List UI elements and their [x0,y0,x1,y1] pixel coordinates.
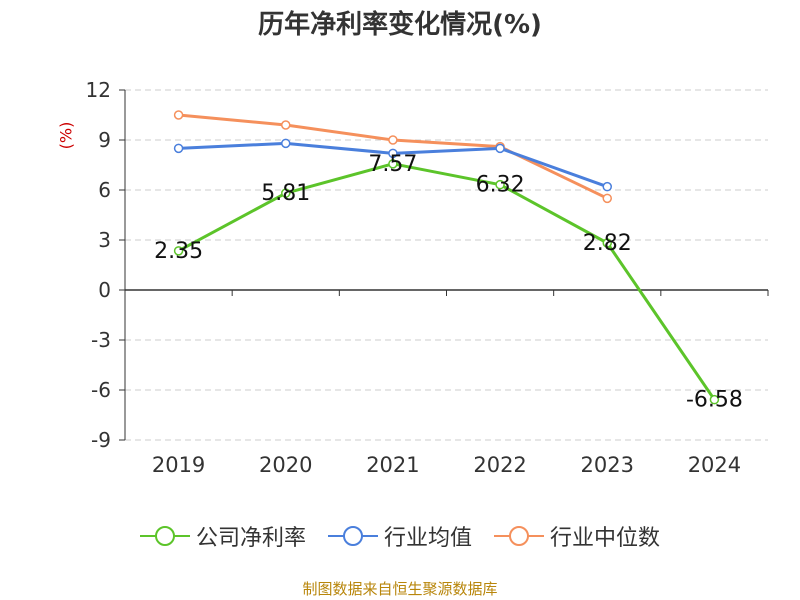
data-point [495,143,505,154]
data-point [281,138,291,149]
data-label: 5.81 [261,181,310,206]
chart-title: 历年净利率变化情况(%) [258,10,542,40]
data-label: 7.57 [368,152,417,177]
data-label: -6.58 [686,388,743,413]
series-lines [173,110,720,405]
x-tick-label: 2024 [688,453,741,477]
legend-label: 行业中位数 [550,526,661,551]
y-tick-label: 3 [98,228,111,252]
x-tick-label: 2022 [473,453,526,477]
data-label: 2.35 [154,239,203,264]
series-line [177,162,716,401]
axes: 12 9 6 3 0 -3 -6 -9 2019 2020 2021 2022 2023 2024 [86,78,769,477]
data-point [388,159,398,169]
y-tick-label: -9 [91,428,111,452]
data-point [602,193,612,204]
legend: 公司净利率 行业均值 行业中位数 [0,520,800,552]
y-tick-label: 0 [98,278,111,302]
data-label: 2.82 [583,231,632,256]
legend-item[interactable]: 公司净利率 [139,520,306,552]
data-point [602,238,612,248]
y-tick-label: 6 [98,178,111,202]
data-point [173,143,184,154]
y-tick-label: -3 [91,328,111,352]
data-labels: 2.35 5.81 7.57 6.32 2.82 -6.58 [154,152,743,413]
legend-item[interactable]: 行业中位数 [494,520,660,552]
source-footer: 制图数据来自恒生聚源数据库 [302,580,498,598]
x-tick-label: 2023 [581,453,634,477]
legend-label: 公司净利率 [195,526,306,551]
x-tick-label: 2021 [366,453,419,477]
y-tick-label: -6 [91,378,111,402]
data-point [388,135,398,145]
y-tick-label: 12 [86,78,111,102]
data-point [173,110,184,120]
data-point [388,148,398,159]
legend-swatch-icon [327,526,378,546]
data-label: 6.32 [476,173,525,198]
legend-label: 行业均值 [383,526,472,551]
data-point [281,188,291,198]
data-point [602,181,612,192]
data-point [495,179,505,190]
x-tick-label: 2020 [259,453,312,477]
y-tick-label: 9 [98,128,111,152]
grid-lines [125,89,768,441]
data-point [709,394,720,405]
data-point [173,246,184,256]
legend-swatch-icon [494,526,544,546]
data-point [281,120,291,130]
legend-swatch-icon [139,526,190,546]
x-tick-label: 2019 [152,453,205,477]
legend-item[interactable]: 行业均值 [327,520,472,552]
